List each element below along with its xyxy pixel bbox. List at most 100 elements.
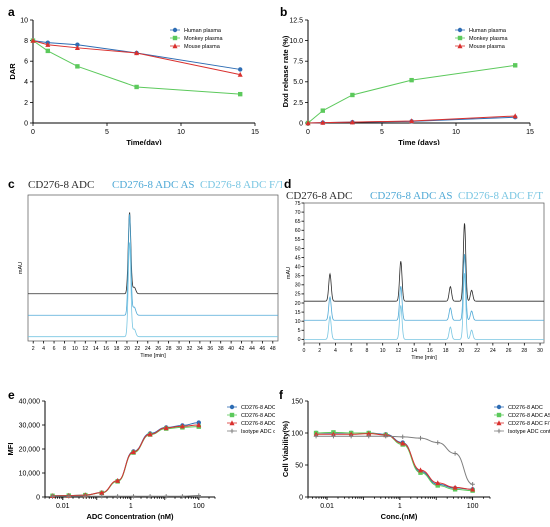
y-tick-label: 100 [291,430,303,437]
y-tick-label: 2.5 [293,100,303,107]
y-tick-label: 10 [295,319,301,325]
y-tick-label: 8 [24,38,28,45]
data-point [163,425,169,431]
data-point [513,63,518,68]
x-tick-label: 12 [82,346,88,352]
legend-label: Mouse plasma [469,44,506,50]
x-tick-label: 0 [306,129,310,136]
legend-label: CD276-8 ADC AS [508,413,550,419]
data-point [115,494,120,499]
x-tick-label: 26 [155,346,161,352]
x-tick-label: 0.01 [56,503,70,510]
legend-marker [496,404,502,410]
data-point [196,422,202,428]
x-tick-label: 22 [134,346,140,352]
series-cd276-8-adc [50,420,201,498]
y-tick-label: 0 [24,120,28,127]
plot-area: 0 2 4 6 8 10 0 5 10 15 Time(day) DAR Human plasma Mon… [8,17,259,145]
panel-label: e [8,388,15,402]
series-cd276-8-adc-as [50,424,201,498]
x-tick-label: 5 [380,129,384,136]
y-axis-title: mAU [18,262,24,274]
x-tick-label: 36 [207,346,213,352]
plot-area: 0 2 4 6 8 10 12 14 16 18 20 22 24 26 28 300510152025303… [286,201,545,361]
data-point [163,494,169,499]
legend-marker [172,43,178,49]
data-point [238,67,243,72]
y-tick-label: 35 [295,274,301,280]
plot-area: 0 50 100 150 0.01 1 100 Conc.(nM) Cell Viability… [281,398,550,521]
data-point [115,477,121,483]
series-curve [316,431,473,492]
x-axis-title: Conc.(nM) [381,512,418,521]
y-tick-label: 20,000 [19,446,41,453]
x-tick-label: 12 [396,348,402,354]
x-tick-label: 18 [443,348,449,354]
data-point [134,50,140,56]
y-tick-label: 45 [295,255,301,261]
chart-chromatogram-c: c CD276-8 ADC CD276-8 ADC AS CD276-8 ADC… [8,177,282,359]
x-axis-title: Time(day) [126,138,162,145]
y-tick-label: 25 [295,292,301,298]
legend-label: Human plasma [469,28,507,34]
panel-label: b [280,5,287,19]
legend-adc: CD276-8 ADC [28,179,94,191]
legend-adc-ft: CD276-8 ADC F/T [458,190,543,202]
legend-marker [457,43,463,49]
data-point [350,92,355,98]
plot-area: 0 10,000 20,000 30,000 40,000 0.01 1 100 ADC Con… [6,398,275,521]
data-point [418,435,423,441]
data-point [320,108,325,113]
plot-frame [27,194,279,342]
data-point [74,45,80,51]
x-tick-label: 6 [350,348,353,354]
x-tick-label: 48 [270,346,276,352]
data-point [331,434,336,439]
y-tick-label: 7.5 [293,59,303,66]
legend-marker [229,428,235,434]
series-curve [52,424,199,497]
y-tick-label: 6 [24,59,28,66]
y-axis-title: mAU [286,267,292,279]
data-point [75,64,80,69]
trace-cd276-8-adc-f-t [304,273,544,340]
legend-label: CD276-8 ADC [508,405,543,411]
y-tick-label: 30 [295,283,301,289]
y-axis-title: Dxd release rate (%) [281,35,290,107]
data-point [435,480,441,486]
x-tick-label: 24 [145,346,151,352]
y-tick-label: 4 [24,79,28,86]
y-tick-label: 70 [295,210,301,216]
series-curve [52,426,199,497]
x-tick-label: 2 [32,346,35,352]
y-tick-label: 5 [298,328,301,334]
data-point [179,423,185,429]
x-tick-label: 14 [93,346,99,352]
data-point [45,42,51,47]
legend-marker [457,27,463,33]
x-tick-label: 100 [467,503,479,510]
panel-label: f [279,388,284,402]
x-tick-label: 46 [259,346,265,352]
y-axis-title: DAR [8,63,17,80]
series-curve [52,422,199,497]
y-tick-label: 2 [24,100,28,107]
x-axis-title: Time [min] [140,353,166,359]
y-tick-label: 150 [291,398,303,405]
x-axis-title: Time (days) [398,138,440,145]
x-tick-label: 8 [63,346,66,352]
data-point [180,494,185,499]
x-tick-label: 32 [187,346,193,352]
chart-dar: a 0 2 4 6 8 10 0 5 10 15 Time(day) DAR Human plasma M… [8,5,259,145]
series-curve [316,432,473,490]
chart-dxd-release: b 0 2.5 5.0 7.5 10.0 12.5 0 5 10 15 Time (days) Dxd… [280,5,534,145]
data-point [147,494,153,499]
data-point [131,494,136,499]
data-point [66,494,71,499]
data-point [99,489,105,495]
legend-label: Human plasma [184,28,222,34]
data-point [130,449,136,455]
x-axis-title: ADC Concentration (nM) [86,512,174,521]
chart-chromatogram-d: d CD276-8 ADC CD276-8 ADC AS CD276-8 ADC… [284,177,545,361]
data-point [418,470,423,475]
